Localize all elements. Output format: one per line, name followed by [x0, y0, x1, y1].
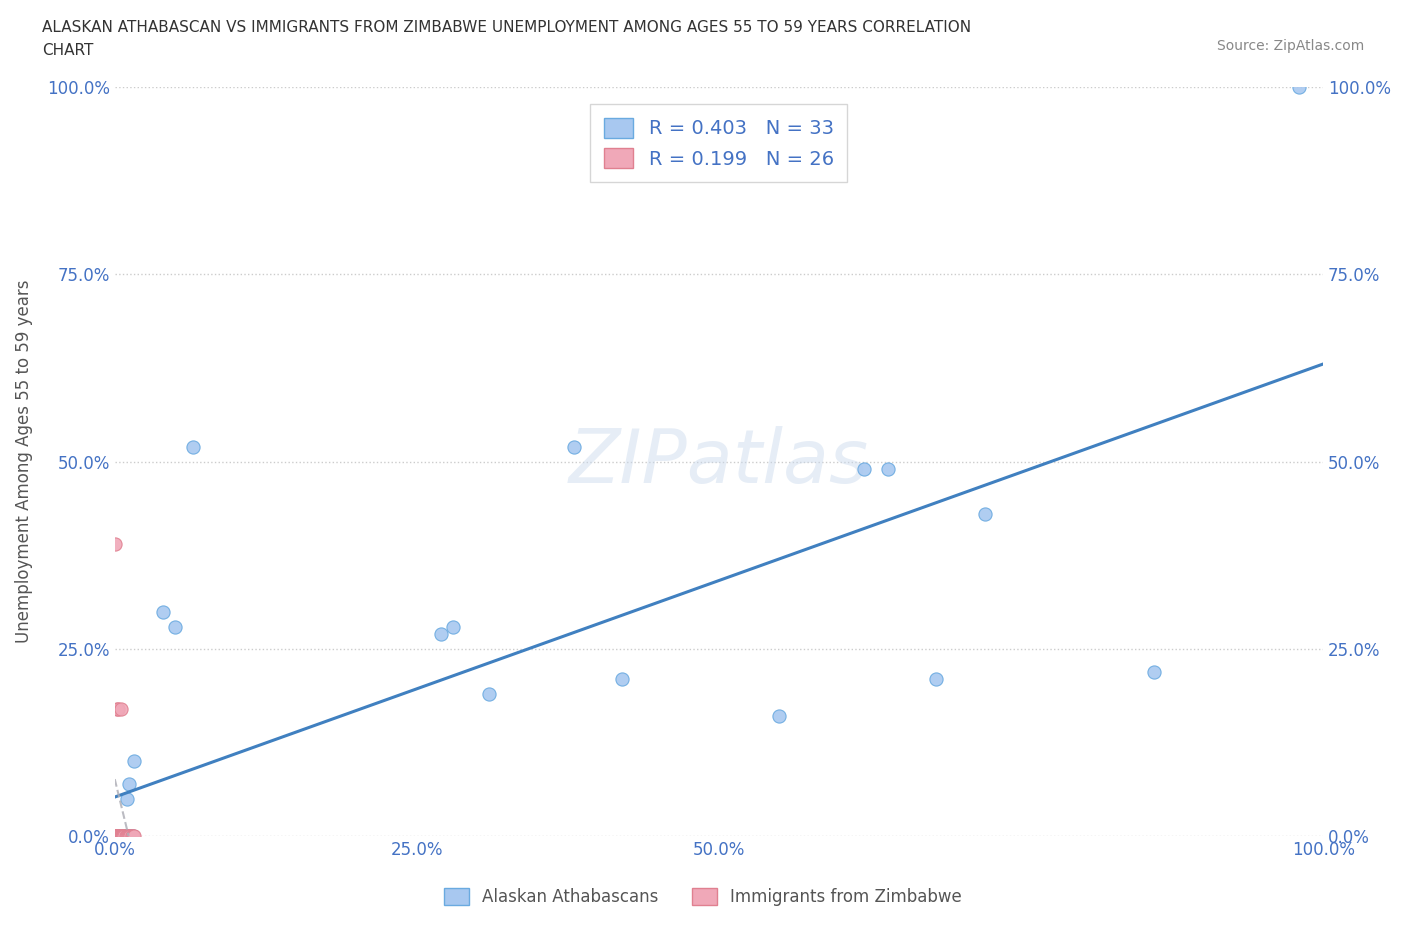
Point — [478, 686, 501, 701]
Point — [108, 829, 131, 844]
Point — [118, 777, 141, 791]
Point — [110, 829, 132, 844]
Point — [115, 829, 138, 844]
Point — [107, 701, 129, 716]
Point — [1288, 80, 1310, 95]
Point — [122, 754, 145, 769]
Point — [115, 829, 138, 844]
Point — [165, 619, 187, 634]
Point — [1143, 664, 1166, 679]
Point — [852, 462, 875, 477]
Point — [105, 829, 128, 844]
Point — [112, 829, 135, 844]
Point — [112, 829, 135, 844]
Point — [105, 701, 128, 716]
Point — [112, 829, 135, 844]
Legend: R = 0.403   N = 33, R = 0.199   N = 26: R = 0.403 N = 33, R = 0.199 N = 26 — [591, 104, 848, 182]
Y-axis label: Unemployment Among Ages 55 to 59 years: Unemployment Among Ages 55 to 59 years — [15, 280, 32, 644]
Point — [612, 671, 634, 686]
Point — [973, 507, 995, 522]
Point — [110, 829, 132, 844]
Point — [110, 701, 132, 716]
Point — [111, 829, 134, 844]
Point — [121, 829, 143, 844]
Point — [108, 829, 131, 844]
Point — [120, 829, 142, 844]
Point — [114, 829, 136, 844]
Point — [112, 829, 135, 844]
Point — [121, 829, 143, 844]
Point — [104, 829, 127, 844]
Point — [104, 829, 127, 844]
Point — [112, 829, 135, 844]
Point — [110, 829, 132, 844]
Point — [111, 829, 134, 844]
Text: Source: ZipAtlas.com: Source: ZipAtlas.com — [1216, 39, 1364, 53]
Point — [120, 829, 142, 844]
Text: CHART: CHART — [42, 43, 94, 58]
Point — [107, 829, 129, 844]
Point — [441, 619, 464, 634]
Text: ALASKAN ATHABASCAN VS IMMIGRANTS FROM ZIMBABWE UNEMPLOYMENT AMONG AGES 55 TO 59 : ALASKAN ATHABASCAN VS IMMIGRANTS FROM ZI… — [42, 20, 972, 35]
Point — [117, 829, 139, 844]
Point — [152, 604, 174, 619]
Point — [104, 829, 127, 844]
Point — [108, 829, 131, 844]
Point — [122, 829, 145, 844]
Point — [925, 671, 948, 686]
Text: ZIPatlas: ZIPatlas — [569, 426, 869, 498]
Point — [877, 462, 900, 477]
Point — [430, 627, 453, 642]
Point — [768, 709, 790, 724]
Point — [114, 829, 136, 844]
Point — [107, 829, 129, 844]
Point — [112, 829, 135, 844]
Point — [117, 829, 139, 844]
Point — [181, 439, 204, 454]
Point — [562, 439, 585, 454]
Point — [115, 791, 138, 806]
Point — [107, 829, 129, 844]
Point — [104, 829, 127, 844]
Point — [118, 829, 141, 844]
Point — [122, 829, 145, 844]
Point — [104, 537, 127, 551]
Point — [122, 829, 145, 844]
Legend: Alaskan Athabascans, Immigrants from Zimbabwe: Alaskan Athabascans, Immigrants from Zim… — [437, 881, 969, 912]
Point — [111, 829, 134, 844]
